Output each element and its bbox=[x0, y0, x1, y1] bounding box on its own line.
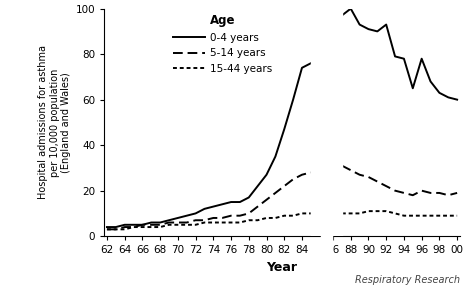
Legend: 0-4 years, 5-14 years, 15-44 years: 0-4 years, 5-14 years, 15-44 years bbox=[173, 14, 272, 74]
5-14 years bbox=[184, 221, 190, 224]
5-14 years bbox=[237, 214, 243, 217]
5-14 years bbox=[228, 214, 234, 217]
15-44 years bbox=[113, 228, 118, 231]
5-14 years bbox=[219, 216, 225, 220]
5-14 years bbox=[290, 177, 296, 181]
15-44 years bbox=[299, 212, 305, 215]
15-44 years bbox=[264, 216, 269, 220]
15-44 years bbox=[237, 221, 243, 224]
15-44 years bbox=[122, 228, 128, 231]
15-44 years bbox=[282, 214, 287, 217]
5-14 years bbox=[193, 219, 199, 222]
0-4 years bbox=[255, 184, 261, 188]
5-14 years bbox=[264, 198, 269, 202]
Y-axis label: Hospital admissions for asthma
per 10,000 population
(England and Wales): Hospital admissions for asthma per 10,00… bbox=[38, 46, 72, 199]
15-44 years bbox=[228, 221, 234, 224]
0-4 years bbox=[228, 200, 234, 204]
0-4 years bbox=[308, 62, 314, 65]
X-axis label: Year: Year bbox=[266, 261, 298, 274]
5-14 years bbox=[104, 228, 110, 231]
5-14 years bbox=[273, 191, 278, 195]
15-44 years bbox=[148, 225, 154, 229]
0-4 years bbox=[299, 66, 305, 69]
15-44 years bbox=[131, 225, 137, 229]
0-4 years bbox=[184, 214, 190, 217]
5-14 years bbox=[166, 221, 172, 224]
0-4 years bbox=[131, 223, 137, 227]
15-44 years bbox=[273, 216, 278, 220]
0-4 years bbox=[113, 225, 118, 229]
0-4 years bbox=[219, 202, 225, 206]
0-4 years bbox=[175, 216, 181, 220]
Text: Respiratory Research: Respiratory Research bbox=[355, 275, 460, 285]
15-44 years bbox=[193, 223, 199, 227]
15-44 years bbox=[255, 219, 261, 222]
5-14 years bbox=[282, 184, 287, 188]
0-4 years bbox=[290, 98, 296, 101]
15-44 years bbox=[157, 225, 163, 229]
5-14 years bbox=[210, 216, 216, 220]
5-14 years bbox=[139, 223, 145, 227]
15-44 years bbox=[210, 221, 216, 224]
0-4 years bbox=[264, 173, 269, 177]
0-4 years bbox=[139, 223, 145, 227]
Line: 0-4 years: 0-4 years bbox=[107, 63, 311, 227]
Bar bbox=[311, 9, 342, 236]
Bar bbox=[321, 236, 332, 254]
Line: 5-14 years: 5-14 years bbox=[107, 173, 311, 229]
15-44 years bbox=[290, 214, 296, 217]
0-4 years bbox=[210, 205, 216, 208]
15-44 years bbox=[246, 219, 252, 222]
15-44 years bbox=[175, 223, 181, 227]
15-44 years bbox=[104, 228, 110, 231]
0-4 years bbox=[122, 223, 128, 227]
15-44 years bbox=[139, 225, 145, 229]
0-4 years bbox=[166, 219, 172, 222]
5-14 years bbox=[131, 225, 137, 229]
5-14 years bbox=[255, 205, 261, 208]
5-14 years bbox=[201, 219, 207, 222]
0-4 years bbox=[282, 128, 287, 131]
0-4 years bbox=[246, 196, 252, 199]
5-14 years bbox=[122, 225, 128, 229]
0-4 years bbox=[148, 221, 154, 224]
0-4 years bbox=[237, 200, 243, 204]
5-14 years bbox=[148, 223, 154, 227]
15-44 years bbox=[308, 212, 314, 215]
15-44 years bbox=[219, 221, 225, 224]
0-4 years bbox=[157, 221, 163, 224]
0-4 years bbox=[201, 207, 207, 211]
15-44 years bbox=[184, 223, 190, 227]
5-14 years bbox=[299, 173, 305, 177]
5-14 years bbox=[308, 171, 314, 174]
0-4 years bbox=[193, 212, 199, 215]
15-44 years bbox=[201, 221, 207, 224]
5-14 years bbox=[157, 223, 163, 227]
5-14 years bbox=[113, 228, 118, 231]
5-14 years bbox=[246, 212, 252, 215]
0-4 years bbox=[273, 155, 278, 158]
Line: 15-44 years: 15-44 years bbox=[107, 213, 311, 229]
5-14 years bbox=[175, 221, 181, 224]
15-44 years bbox=[166, 223, 172, 227]
0-4 years bbox=[104, 225, 110, 229]
Bar bbox=[321, 236, 332, 254]
